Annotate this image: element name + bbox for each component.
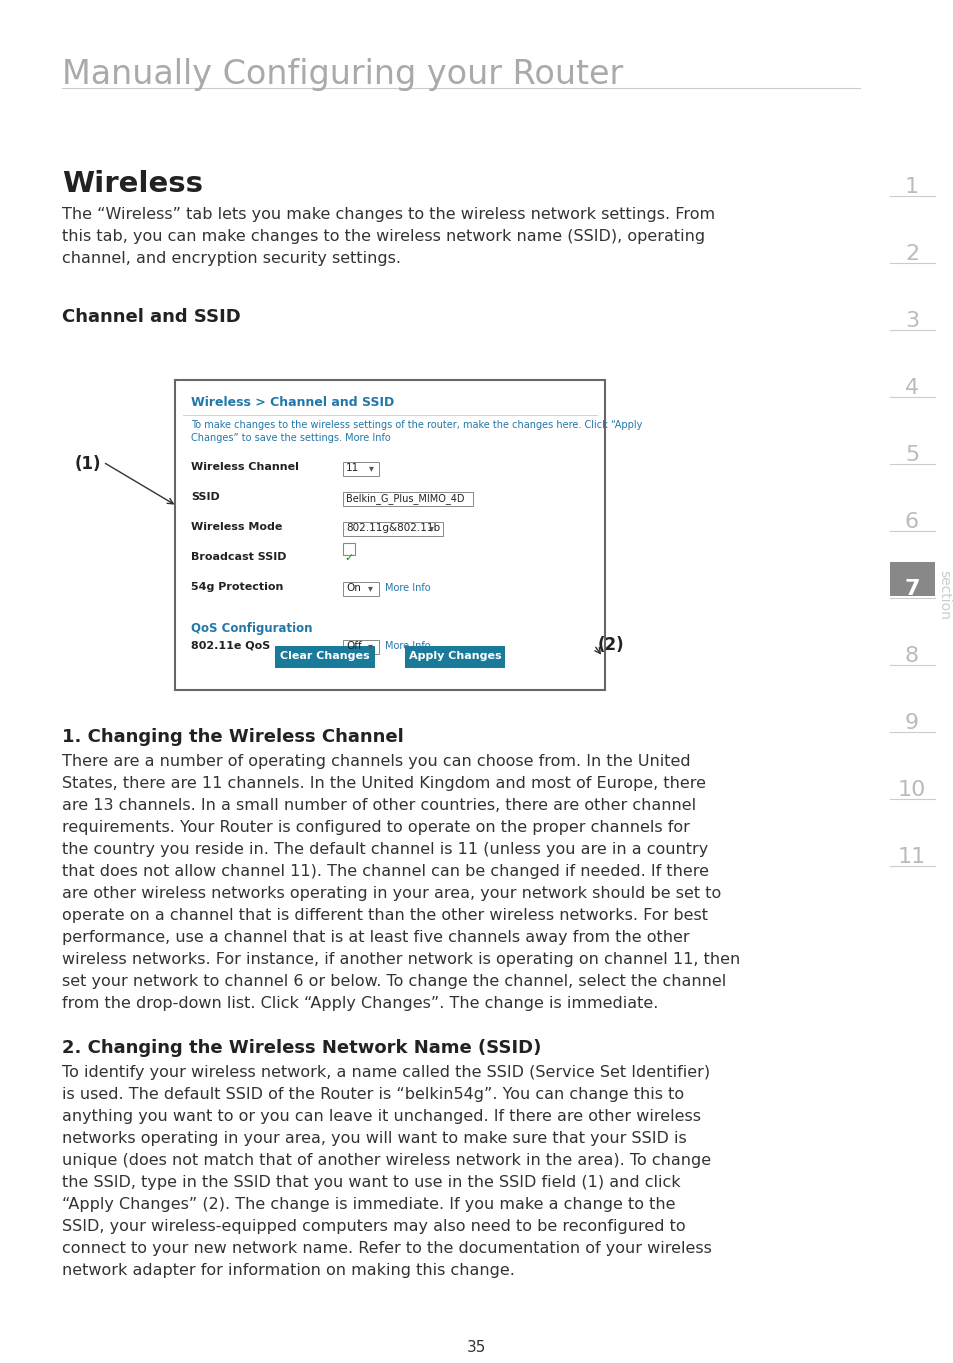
Text: More Info: More Info (385, 583, 430, 593)
Text: Wireless: Wireless (62, 170, 203, 198)
Text: 11: 11 (346, 463, 359, 473)
FancyBboxPatch shape (274, 646, 375, 668)
Text: 802.11e QoS: 802.11e QoS (191, 641, 270, 650)
FancyBboxPatch shape (405, 646, 504, 668)
Text: section: section (936, 570, 950, 620)
Text: Apply Changes: Apply Changes (408, 652, 500, 661)
Text: Off: Off (346, 641, 361, 652)
Text: ▾: ▾ (368, 583, 373, 593)
Text: Wireless Channel: Wireless Channel (191, 462, 298, 472)
Text: To identify your wireless network, a name called the SSID (Service Set Identifie: To identify your wireless network, a nam… (62, 1065, 711, 1277)
Text: 3: 3 (904, 311, 918, 331)
Text: To make changes to the wireless settings of the router, make the changes here. C: To make changes to the wireless settings… (191, 420, 641, 443)
Text: 9: 9 (904, 713, 918, 733)
Text: Manually Configuring your Router: Manually Configuring your Router (62, 59, 622, 91)
Text: 35: 35 (467, 1340, 486, 1355)
Text: ▾: ▾ (369, 463, 374, 473)
Text: Wireless > Channel and SSID: Wireless > Channel and SSID (191, 397, 394, 409)
Bar (343, 641, 378, 654)
Text: 4: 4 (904, 378, 918, 398)
Text: There are a number of operating channels you can choose from. In the United
Stat: There are a number of operating channels… (62, 754, 740, 1010)
Text: Clear Changes: Clear Changes (280, 652, 370, 661)
Text: 54g Protection: 54g Protection (191, 582, 283, 592)
Text: ▾: ▾ (429, 523, 434, 533)
Bar (343, 522, 442, 536)
Text: SSID: SSID (191, 492, 219, 502)
Text: ▾: ▾ (368, 641, 373, 652)
Text: Broadcast SSID: Broadcast SSID (191, 552, 286, 562)
Text: 1. Changing the Wireless Channel: 1. Changing the Wireless Channel (62, 728, 403, 746)
Text: 10: 10 (897, 780, 925, 800)
Text: More Info: More Info (385, 641, 430, 652)
Text: Wireless Mode: Wireless Mode (191, 522, 282, 532)
Text: QoS Configuration: QoS Configuration (191, 622, 313, 635)
Text: (2): (2) (598, 637, 624, 654)
Text: 2: 2 (904, 244, 918, 264)
Text: 11: 11 (897, 846, 925, 867)
Text: The “Wireless” tab lets you make changes to the wireless network settings. From
: The “Wireless” tab lets you make changes… (62, 207, 715, 266)
Text: On: On (346, 583, 360, 593)
Text: 5: 5 (904, 444, 918, 465)
Text: 1: 1 (904, 177, 918, 198)
Bar (889, 562, 934, 596)
Text: 2. Changing the Wireless Network Name (SSID): 2. Changing the Wireless Network Name (S… (62, 1039, 540, 1056)
Text: 8: 8 (904, 646, 918, 667)
Text: ✓: ✓ (344, 553, 353, 563)
Text: 7: 7 (903, 579, 919, 598)
Text: Channel and SSID: Channel and SSID (62, 308, 240, 326)
Bar (343, 542, 355, 555)
Bar (174, 380, 604, 690)
Text: 802.11g&802.11b: 802.11g&802.11b (346, 523, 439, 533)
Text: (1): (1) (75, 455, 101, 473)
Bar (343, 462, 378, 476)
Text: 6: 6 (904, 512, 918, 532)
Bar (343, 582, 378, 596)
Bar (343, 492, 473, 506)
Text: Belkin_G_Plus_MIMO_4D: Belkin_G_Plus_MIMO_4D (346, 493, 464, 504)
